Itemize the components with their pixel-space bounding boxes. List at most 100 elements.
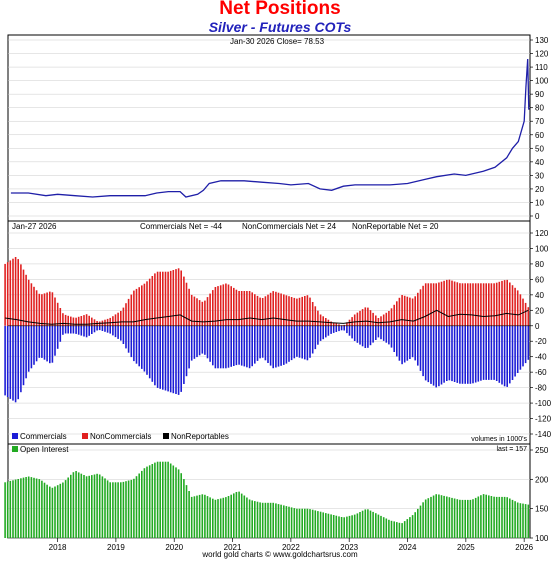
noncommercials-bar (290, 297, 293, 326)
commercials-bar (117, 325, 119, 339)
commercials-bar (125, 325, 127, 349)
commercials-bar (506, 325, 508, 387)
commercials-bar (298, 325, 301, 358)
noncommercials-bar (46, 292, 48, 326)
commercials-bar (325, 325, 327, 338)
open-interest-bar (393, 521, 395, 538)
open-interest-bar (277, 504, 280, 538)
commercials-bar (251, 325, 253, 367)
open-interest-bar (6, 481, 9, 538)
net-axis-tick-label: 20 (535, 306, 544, 315)
noncommercials-bar (335, 323, 338, 326)
open-interest-bar (411, 515, 414, 538)
open-interest-bar (112, 482, 114, 538)
noncommercials-bar (146, 281, 148, 326)
commercials-bar (219, 325, 222, 369)
open-interest-bar (9, 480, 12, 538)
noncommercials-bar (154, 273, 156, 326)
noncommercials-bar (6, 262, 9, 326)
commercials-bar (254, 325, 256, 364)
noncommercials-bar (254, 294, 256, 326)
commercials-bar (156, 325, 159, 388)
open-interest-bar (20, 478, 22, 538)
open-interest-bar (30, 477, 33, 538)
open-interest-bar (359, 512, 361, 538)
noncommercials-bar (509, 282, 511, 326)
net-axis-tick-label: 40 (535, 291, 544, 300)
noncommercials-bar (495, 282, 498, 326)
open-interest-bar (443, 495, 445, 538)
noncommercials-bar (330, 321, 332, 326)
open-interest-bar (446, 496, 448, 538)
net-axis-tick-label: 100 (535, 244, 549, 253)
noncommercials-bar (80, 316, 83, 326)
commercials-bar (185, 325, 188, 377)
noncommercials-bar (359, 310, 361, 326)
noncommercials-bar (256, 295, 259, 326)
commercials-bar (427, 325, 430, 383)
open-interest-bar (259, 502, 261, 538)
open-interest-bar (256, 501, 259, 538)
commercials-bar (375, 325, 377, 340)
price-axis-tick-label: 10 (535, 198, 544, 207)
open-interest-bar (419, 505, 422, 538)
noncommercials-bar (12, 258, 14, 326)
noncommercials-bar (83, 315, 85, 326)
commercials-bar (443, 325, 445, 383)
price-axis-tick-label: 60 (535, 131, 544, 140)
open-interest-bar (388, 519, 390, 538)
open-interest-bar (51, 487, 54, 538)
noncommercials-bar (414, 296, 416, 326)
commercials-bar (233, 325, 235, 366)
open-interest-bar (385, 518, 388, 538)
noncommercials-bar (180, 270, 182, 326)
commercials-bar (172, 325, 175, 394)
commercials-bar (122, 325, 125, 344)
net-axis-tick-label: -20 (535, 337, 547, 346)
commercials-bar (482, 325, 485, 380)
price-annotation: Jan-30 2026 Close= 78.53 (230, 37, 325, 46)
price-axis-tick-label: 80 (535, 104, 544, 113)
commercials-bar (290, 325, 293, 361)
noncommercials-bar (304, 296, 306, 326)
commercials-bar (330, 325, 332, 334)
noncommercials-bar (385, 312, 388, 326)
open-interest-bar (514, 501, 516, 538)
open-interest-bar (482, 494, 485, 538)
noncommercials-bar (288, 296, 290, 326)
noncommercials-bar (343, 324, 345, 326)
open-interest-bar (403, 521, 406, 538)
commercials-bar (348, 325, 351, 336)
noncommercials-bar (206, 297, 209, 326)
noncommercials-bar (382, 314, 385, 326)
open-interest-bar (435, 494, 437, 538)
commercials-bar (435, 325, 437, 388)
open-interest-bar (290, 507, 293, 538)
open-interest-bar (238, 491, 240, 538)
commercials-bar (343, 325, 345, 331)
noncommercials-bar (162, 271, 164, 326)
commercials-bar (361, 325, 364, 347)
commercials-bar (456, 325, 459, 383)
noncommercials-bar (319, 314, 322, 326)
open-interest-bar (280, 504, 282, 538)
commercials-bar (175, 325, 177, 394)
noncommercials-bar (4, 263, 6, 326)
noncommercials-bar (59, 308, 62, 326)
commercials-bar (214, 325, 217, 369)
open-interest-bar (135, 476, 138, 538)
noncommercials-bar (133, 290, 135, 326)
open-interest-bar (527, 504, 530, 538)
commercials-bar (464, 325, 466, 384)
commercials-bar (190, 325, 193, 361)
open-interest-bar (382, 517, 385, 538)
open-interest-bar (159, 461, 161, 538)
open-interest-bar (101, 476, 104, 538)
noncommercials-bar (524, 302, 527, 326)
commercials-bar (288, 325, 290, 362)
open-interest-bar (340, 517, 343, 538)
noncommercials-bar (369, 310, 372, 326)
commercials-bar (196, 325, 198, 358)
commercials-bar (238, 325, 240, 365)
noncommercials-bar (353, 314, 356, 326)
